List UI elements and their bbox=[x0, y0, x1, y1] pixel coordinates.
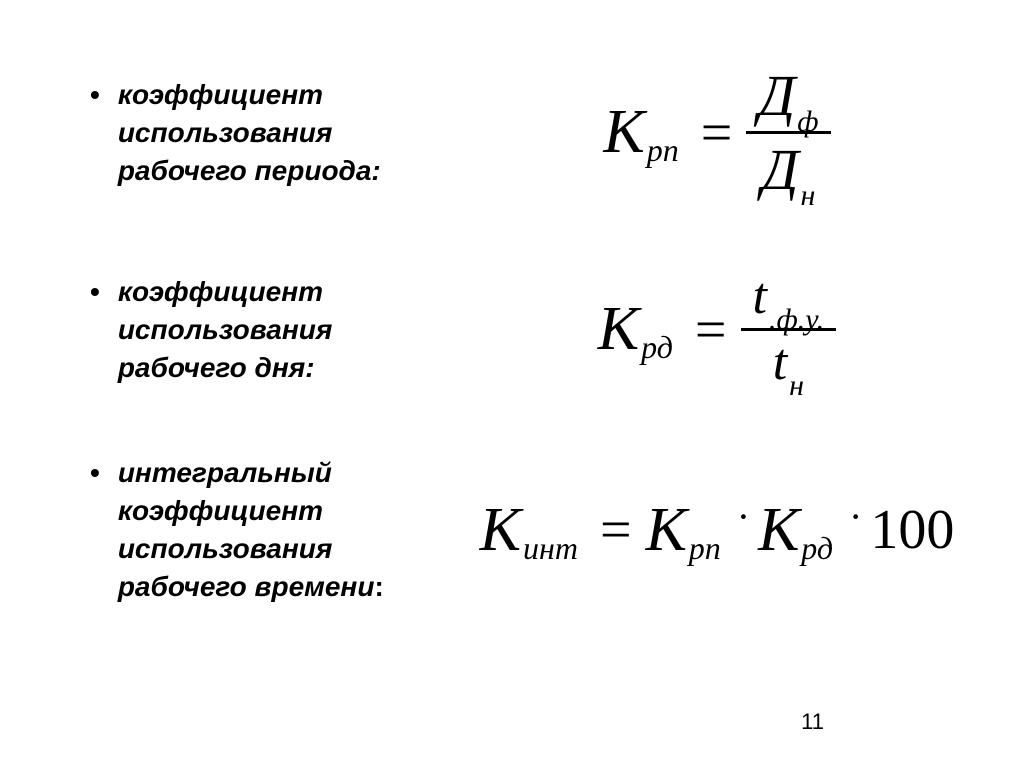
item-row-2: • коэффициент использования рабочего дня… bbox=[90, 265, 974, 394]
item-label-2: коэффициент использования рабочего дня: bbox=[118, 273, 460, 387]
lhs-sub-2: рд bbox=[641, 329, 673, 366]
formula-3: K инт = К рп · К рд · 100 bbox=[460, 495, 974, 566]
fraction-1: Д ф Д н bbox=[746, 60, 830, 205]
num-sub-1: ф bbox=[797, 105, 818, 139]
lhs-sub-1: рп bbox=[647, 132, 679, 169]
num-main-1: Д bbox=[758, 62, 795, 129]
den-sub-1: н bbox=[800, 179, 815, 213]
r1-main: К bbox=[646, 495, 687, 566]
bullet-block-1: • коэффициент использования рабочего пер… bbox=[90, 76, 460, 190]
dot-2: · bbox=[849, 493, 862, 540]
item-row-3: • интегральный коэффициент использования… bbox=[90, 454, 974, 606]
tail-100: 100 bbox=[870, 498, 954, 562]
equals-3: = bbox=[600, 498, 632, 562]
bullet-icon: • bbox=[90, 454, 100, 492]
lhs-main-2: K bbox=[598, 294, 639, 365]
bullet-block-3: • интегральный коэффициент использования… bbox=[90, 454, 460, 606]
fraction-2: t .ф.у. t н bbox=[741, 265, 837, 394]
den-main-2: t bbox=[773, 333, 787, 392]
bullet-icon: • bbox=[90, 273, 100, 311]
equals-1: = bbox=[701, 101, 733, 165]
dot-1: · bbox=[737, 493, 750, 540]
r2-sub: рд bbox=[801, 530, 833, 567]
item-label-1: коэффициент использования рабочего перио… bbox=[118, 76, 460, 190]
page-number: 11 bbox=[801, 709, 824, 735]
lhs-main-1: K bbox=[603, 97, 644, 168]
r2-main: К bbox=[758, 495, 799, 566]
item-row-1: • коэффициент использования рабочего пер… bbox=[90, 60, 974, 205]
den-sub-2: н bbox=[789, 369, 804, 403]
num-sub-2: .ф.у. bbox=[769, 303, 824, 337]
lhs-main-3: K bbox=[480, 495, 521, 566]
lhs-sub-3: инт bbox=[523, 530, 578, 567]
item-label-3: интегральный коэффициент использования р… bbox=[118, 454, 460, 606]
equals-2: = bbox=[695, 298, 727, 362]
bullet-icon: • bbox=[90, 76, 100, 114]
r1-sub: рп bbox=[689, 530, 721, 567]
formula-1: K рп = Д ф Д н bbox=[460, 60, 974, 205]
formula-2: K рд = t .ф.у. t н bbox=[460, 265, 974, 394]
bullet-block-2: • коэффициент использования рабочего дня… bbox=[90, 273, 460, 387]
den-main-1: Д bbox=[762, 136, 799, 203]
num-main-2: t bbox=[753, 267, 767, 326]
